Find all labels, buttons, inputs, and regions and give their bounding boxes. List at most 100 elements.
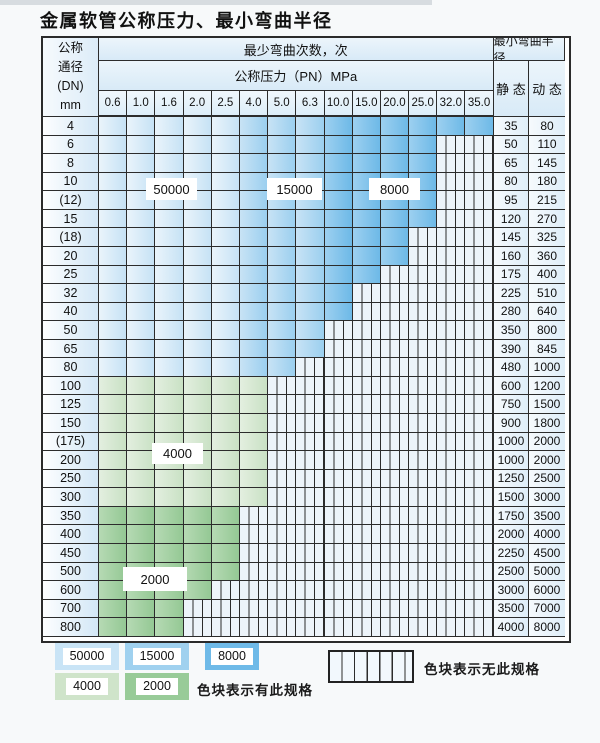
spec-cell (268, 117, 297, 136)
no-spec-cell (437, 358, 466, 377)
no-spec-cell (324, 376, 353, 396)
spec-cell (155, 506, 184, 526)
no-spec-cell (465, 302, 494, 322)
no-spec-cell (409, 395, 438, 414)
dynamic-value: 360 (529, 246, 565, 266)
spec-cell (155, 284, 184, 303)
static-value: 1250 (493, 469, 530, 489)
no-spec-cell (437, 432, 466, 452)
no-spec-cell (437, 414, 466, 433)
no-spec-cell (324, 339, 353, 359)
no-spec-cell (324, 488, 353, 507)
no-spec-cell (465, 414, 494, 433)
no-spec-cell (409, 469, 438, 489)
no-spec-cell (296, 581, 325, 600)
spec-cell (127, 265, 156, 285)
no-spec-cell (211, 599, 240, 619)
spec-cell (155, 209, 184, 229)
spec-cell (99, 506, 128, 526)
spec-cell (99, 209, 128, 229)
spec-cell (127, 117, 156, 136)
dynamic-value: 110 (529, 135, 565, 155)
spec-cell (183, 117, 212, 136)
static-value: 175 (493, 265, 530, 285)
legend-has-spec-text: 色块表示有此规格 (197, 683, 313, 698)
static-value: 35 (493, 117, 530, 136)
spec-cell (183, 265, 212, 285)
static-value: 2000 (493, 525, 530, 544)
spec-cell (380, 135, 410, 155)
static-value: 3000 (493, 581, 530, 600)
no-spec-cell (352, 395, 381, 414)
spec-cell (239, 209, 269, 229)
no-spec-cell (352, 581, 381, 600)
spec-cell (127, 284, 156, 303)
no-spec-cell (437, 451, 466, 470)
spec-cell (239, 154, 269, 173)
dynamic-value: 640 (529, 302, 565, 322)
spec-cell (127, 154, 156, 173)
static-value: 95 (493, 191, 530, 210)
no-spec-cell (324, 543, 353, 563)
spec-cell (99, 265, 128, 285)
no-spec-cell (296, 469, 325, 489)
no-spec-cell (437, 246, 466, 266)
spec-cell (183, 135, 212, 155)
dn-label: 10 (43, 172, 99, 192)
no-spec-cell (296, 432, 325, 452)
no-spec-cell (239, 599, 269, 619)
pressure-tick: 6.3 (296, 91, 325, 117)
spec-cell (99, 135, 128, 155)
static-value: 1000 (493, 432, 530, 452)
dynamic-value: 5000 (529, 562, 565, 582)
spec-cell (99, 284, 128, 303)
spec-cell (99, 488, 128, 507)
spec-table: 公称 通径 (DN) mm 最少弯曲次数，次 最小弯曲半径 公称压力（PN）MP… (41, 36, 571, 643)
spec-cell (183, 543, 212, 563)
pressure-tick: 1.0 (127, 91, 156, 117)
no-spec-cell (409, 581, 438, 600)
dn-label: 80 (43, 358, 99, 377)
no-spec-cell (268, 488, 297, 507)
dynamic-value: 400 (529, 265, 565, 285)
dynamic-value: 3500 (529, 506, 565, 526)
cycle-count-label: 4000 (152, 443, 203, 464)
dynamic-value: 7000 (529, 599, 565, 619)
spec-cell (324, 246, 353, 266)
no-spec-cell (380, 488, 410, 507)
spec-cell (155, 376, 184, 396)
no-spec-cell (352, 562, 381, 582)
spec-cell (127, 321, 156, 340)
legend-no-spec-text: 色块表示无此规格 (424, 662, 540, 677)
spec-cell (296, 209, 325, 229)
no-spec-cell (352, 358, 381, 377)
spec-cell (211, 209, 240, 229)
no-spec-cell (465, 395, 494, 414)
legend-swatch-label: 8000 (211, 648, 253, 665)
spec-cell (211, 154, 240, 173)
spec-cell (155, 135, 184, 155)
no-spec-cell (409, 451, 438, 470)
no-spec-cell (352, 414, 381, 433)
static-value: 600 (493, 376, 530, 396)
no-spec-cell (324, 599, 353, 619)
no-spec-cell (268, 395, 297, 414)
no-spec-cell (296, 543, 325, 563)
spec-cell (239, 451, 269, 470)
no-spec-cell (409, 284, 438, 303)
static-value: 750 (493, 395, 530, 414)
no-spec-cell (437, 376, 466, 396)
spec-cell (155, 358, 184, 377)
spec-cell (155, 488, 184, 507)
no-spec-cell (268, 506, 297, 526)
no-spec-cell (183, 618, 212, 637)
no-spec-cell (380, 339, 410, 359)
spec-cell (380, 228, 410, 247)
dynamic-value: 845 (529, 339, 565, 359)
static-value: 2250 (493, 543, 530, 563)
no-spec-cell (324, 506, 353, 526)
dn-header-cell: 公称 通径 (DN) mm (43, 38, 99, 117)
spec-cell (239, 117, 269, 136)
spec-cell (409, 135, 438, 155)
dynamic-header: 动 态 (529, 61, 565, 117)
